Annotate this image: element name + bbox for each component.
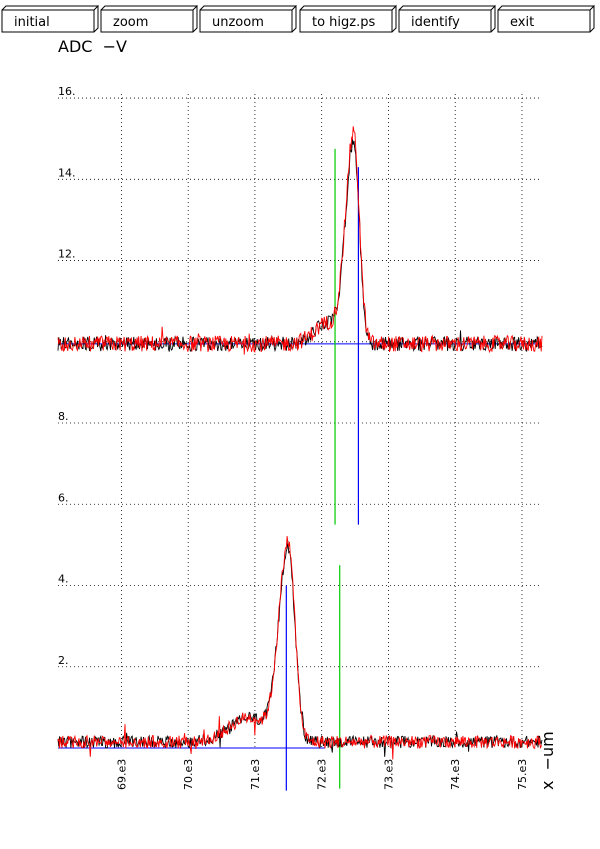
- unzoom-label: unzoom: [212, 15, 264, 30]
- x-tick-label: 70.e3: [182, 759, 195, 790]
- tick-labels: 2. 4. 6. 8. 12. 14. 16. 69.e3 70.e3 71.e3 72.e3 73.…: [58, 85, 529, 790]
- x-tick-label: 74.e3: [449, 759, 462, 790]
- identify-button[interactable]: identify: [398, 4, 496, 33]
- y-axis-title: ADC −V: [58, 37, 127, 56]
- exit-button[interactable]: exit: [497, 4, 595, 33]
- grid: [58, 94, 542, 748]
- y-tick-label: 14.: [58, 166, 76, 179]
- y-tick-label: 2.: [58, 654, 69, 667]
- unzoom-button[interactable]: unzoom: [199, 4, 297, 33]
- initial-label: initial: [14, 15, 50, 30]
- to-higz-button[interactable]: to higz.ps: [299, 4, 397, 33]
- identify-label: identify: [411, 15, 460, 30]
- zoom-label: zoom: [113, 15, 149, 30]
- initial-button[interactable]: initial: [1, 4, 99, 33]
- y-tick-label: 8.: [58, 410, 69, 423]
- y-tick-label: 4.: [58, 573, 69, 586]
- trace-red: [57, 535, 542, 760]
- y-tick-label: 12.: [58, 248, 76, 261]
- zoom-button[interactable]: zoom: [100, 4, 198, 33]
- x-tick-label: 69.e3: [115, 759, 128, 790]
- x-tick-label: 72.e3: [316, 759, 329, 790]
- x-axis-title: x −um: [538, 731, 557, 790]
- x-tick-label: 71.e3: [249, 759, 262, 790]
- signal-traces: [57, 126, 543, 760]
- toolbar: initial zoom unzoom to higz.ps identify …: [0, 0, 600, 36]
- x-tick-label: 73.e3: [382, 759, 395, 790]
- to-higz-label: to higz.ps: [312, 15, 376, 30]
- trace-red: [57, 126, 543, 355]
- trace-black: [57, 540, 543, 757]
- x-tick-label: 75.e3: [516, 759, 529, 790]
- y-tick-label: 6.: [58, 491, 69, 504]
- y-tick-label: 16.: [58, 85, 76, 98]
- exit-label: exit: [510, 15, 535, 30]
- trace-black: [57, 139, 543, 353]
